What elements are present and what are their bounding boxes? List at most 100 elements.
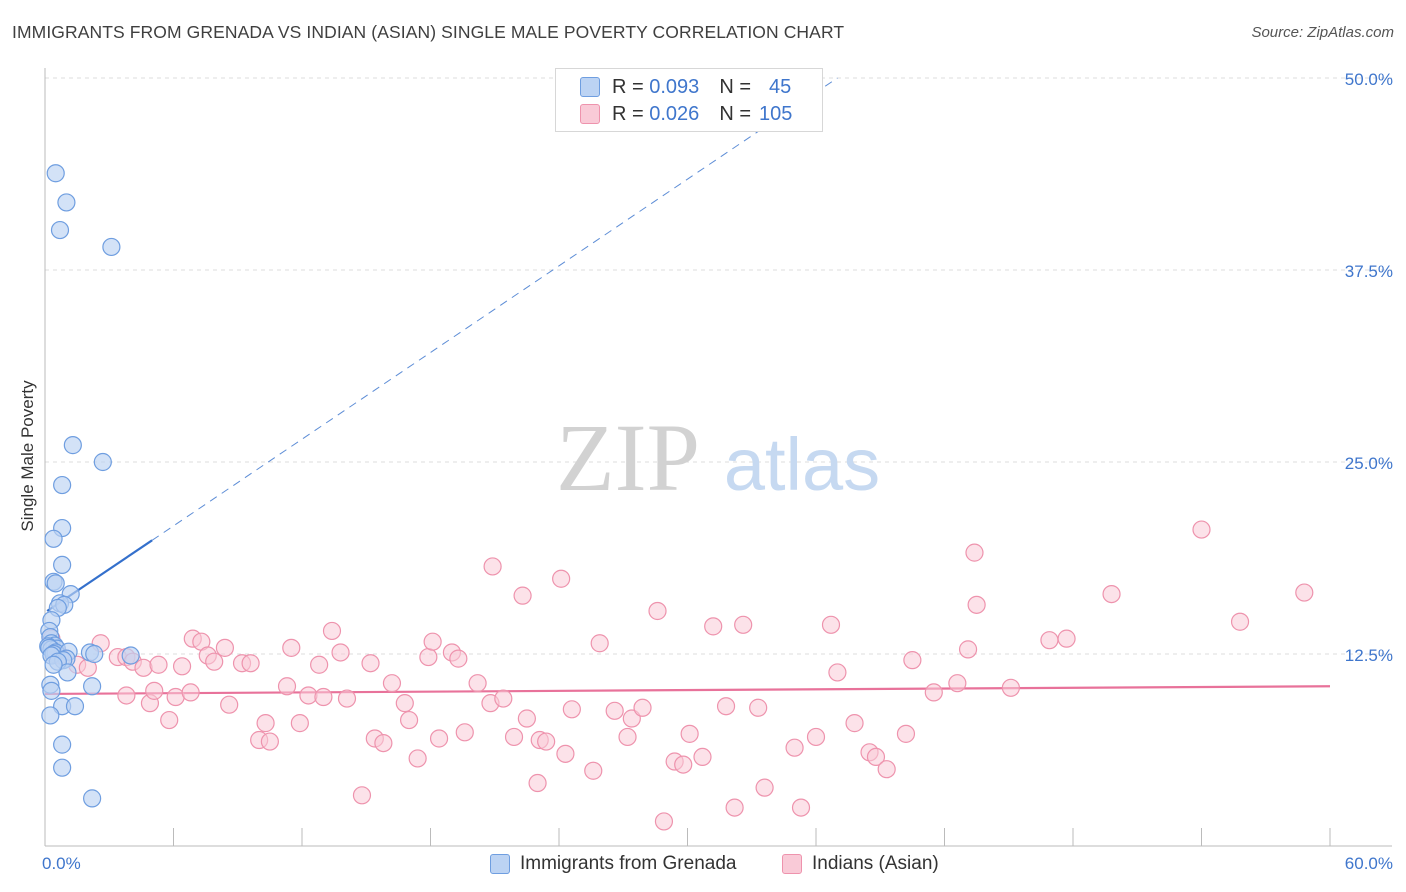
point-grenada (41, 706, 60, 725)
point-indians (716, 697, 736, 716)
point-indians (821, 615, 841, 634)
point-indians (408, 749, 427, 768)
x-tick-label: 0.0% (42, 854, 81, 873)
point-grenada (53, 475, 72, 495)
point-indians (419, 647, 438, 667)
point-indians (468, 674, 487, 693)
y-tick-label: 12.5% (1345, 646, 1393, 665)
point-indians (1040, 631, 1059, 650)
point-indians (314, 687, 333, 707)
trend-line-grenada-extension (151, 77, 838, 541)
legend-row-grenada: R = 0.093 N = 45 (580, 74, 791, 100)
point-grenada (85, 644, 104, 664)
point-indians (277, 677, 297, 696)
point-indians (866, 747, 886, 767)
point-indians (556, 744, 575, 763)
point-indians (517, 709, 536, 728)
point-indians (633, 698, 652, 717)
point-indians (654, 812, 674, 831)
watermark-atlas: atlas (724, 423, 880, 506)
point-indians (806, 727, 826, 747)
point-indians (552, 569, 571, 588)
point-indians (513, 586, 532, 605)
point-indians (785, 738, 804, 757)
point-indians (965, 543, 984, 562)
point-grenada (58, 663, 77, 682)
point-grenada (57, 193, 76, 212)
point-grenada (53, 758, 72, 777)
point-indians (395, 694, 414, 713)
point-grenada (65, 697, 85, 716)
point-indians (145, 681, 164, 700)
point-indians (755, 778, 774, 797)
watermark: ZIP atlas (556, 404, 880, 511)
point-indians (241, 654, 260, 673)
legend-n-label: N = (719, 102, 751, 125)
points-layer (39, 164, 1314, 831)
point-indians (205, 652, 224, 671)
point-indians (693, 747, 712, 767)
point-indians (958, 640, 978, 659)
point-indians (423, 632, 442, 651)
point-indians (166, 687, 185, 707)
watermark-zip: ZIP (556, 404, 700, 511)
legend-swatch-pink (580, 104, 600, 124)
y-tick-label: 50.0% (1345, 70, 1393, 89)
bottom-legend-swatch-pink (782, 854, 802, 874)
point-indians (322, 621, 342, 641)
legend-swatch-blue (580, 77, 600, 97)
point-indians (215, 638, 234, 657)
point-indians (117, 686, 136, 705)
point-indians (361, 654, 380, 673)
y-tick-label: 25.0% (1345, 454, 1393, 473)
point-indians (299, 686, 318, 705)
point-grenada (93, 452, 112, 472)
point-indians (160, 710, 179, 730)
chart-title: IMMIGRANTS FROM GRENADA VS INDIAN (ASIAN… (12, 22, 845, 42)
point-indians (967, 595, 986, 614)
point-indians (134, 658, 153, 677)
point-indians (896, 724, 916, 743)
point-grenada (44, 529, 63, 548)
point-indians (562, 700, 581, 719)
point-indians (924, 683, 943, 702)
point-indians (260, 732, 279, 751)
point-indians (749, 698, 768, 717)
point-grenada (50, 220, 70, 240)
bottom-legend-swatch-blue (490, 854, 510, 874)
legend-r-label: R = (612, 75, 644, 98)
tick-label-layer: 12.5% 25.0% 37.5% 50.0% 0.0% 60.0% (42, 70, 1393, 873)
point-indians (337, 689, 357, 708)
axis-layer (44, 68, 1392, 847)
bottom-legend-label: Immigrants from Grenada (520, 853, 737, 874)
legend-n-value: 105 (759, 102, 793, 125)
point-indians (948, 674, 967, 693)
point-indians (256, 714, 275, 733)
point-indians (845, 714, 864, 733)
point-indians (483, 557, 502, 576)
point-indians (310, 655, 329, 674)
point-indians (1001, 678, 1020, 697)
point-indians (149, 655, 168, 674)
point-indians (172, 657, 192, 676)
point-indians (734, 615, 753, 634)
point-indians (828, 663, 847, 682)
point-grenada (102, 237, 121, 257)
point-indians (290, 714, 309, 733)
bottom-legend-indians: Indians (Asian) (782, 851, 939, 877)
point-indians (449, 649, 468, 668)
point-indians (181, 683, 200, 702)
point-grenada (46, 574, 65, 593)
point-indians (331, 643, 350, 662)
point-grenada (83, 677, 102, 696)
point-indians (352, 786, 372, 805)
point-grenada (53, 555, 72, 575)
point-indians (590, 634, 609, 653)
point-grenada (42, 681, 61, 700)
point-indians (618, 727, 637, 747)
legend-r-value: 0.093 (649, 75, 700, 98)
point-indians (791, 798, 811, 817)
point-grenada (46, 164, 65, 183)
grid-layer (45, 77, 1392, 655)
